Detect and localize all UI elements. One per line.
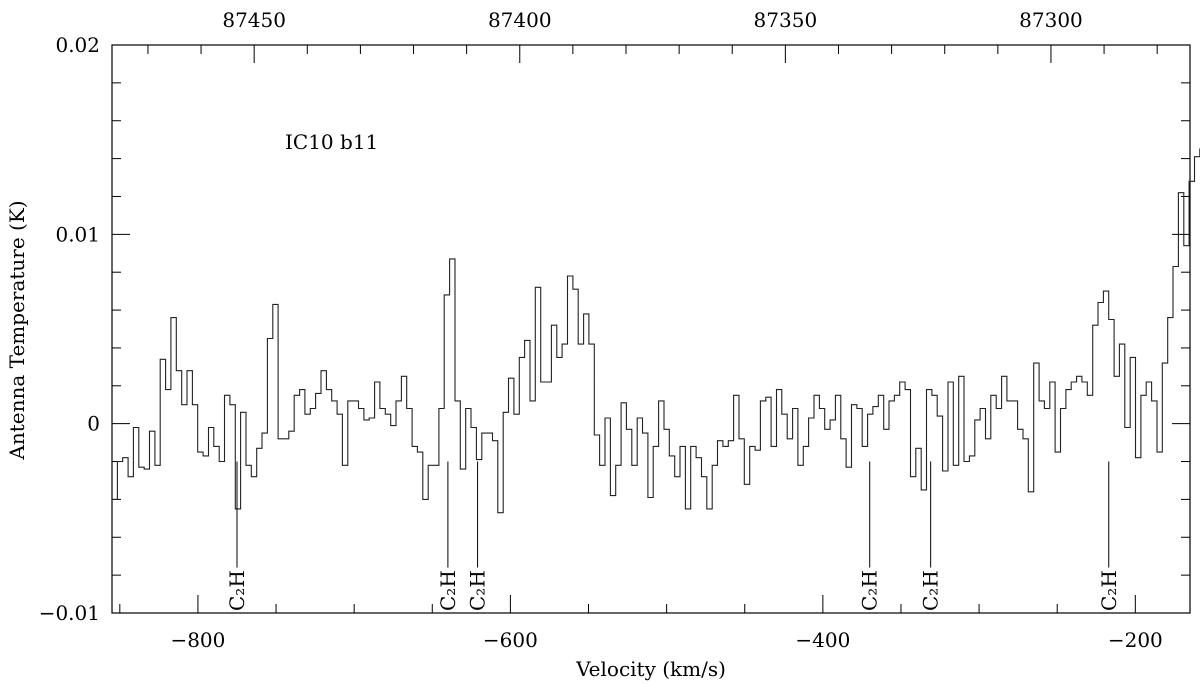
y-tick-label: 0.02 bbox=[55, 33, 100, 57]
line-marker-label: C₂H bbox=[466, 570, 490, 611]
x-tick-label: −600 bbox=[483, 628, 538, 652]
line-marker-label: C₂H bbox=[1097, 570, 1121, 611]
plot-frame bbox=[111, 44, 1191, 614]
x-tick-label: −800 bbox=[170, 628, 225, 652]
x-axis-label: Velocity (km/s) bbox=[575, 657, 726, 681]
line-marker-label: C₂H bbox=[436, 570, 460, 611]
line-marker-label: C₂H bbox=[225, 570, 249, 611]
top-tick-label: 87350 bbox=[754, 8, 818, 32]
top-tick-label: 87450 bbox=[222, 8, 286, 32]
x-tick-label: −200 bbox=[1108, 628, 1163, 652]
top-tick-label: 87400 bbox=[488, 8, 552, 32]
y-tick-label: 0 bbox=[87, 412, 100, 436]
y-axis-label: Antenna Temperature (K) bbox=[5, 200, 29, 460]
line-marker-label: C₂H bbox=[919, 570, 943, 611]
spectrum-trace bbox=[112, 148, 1200, 514]
y-tick-label: −0.01 bbox=[39, 601, 100, 625]
y-tick-label: 0.01 bbox=[55, 222, 100, 246]
top-tick-label: 87300 bbox=[1019, 8, 1083, 32]
x-tick-label: −400 bbox=[795, 628, 850, 652]
chart-annotation: IC10 b11 bbox=[285, 130, 378, 154]
line-marker-label: C₂H bbox=[858, 570, 882, 611]
